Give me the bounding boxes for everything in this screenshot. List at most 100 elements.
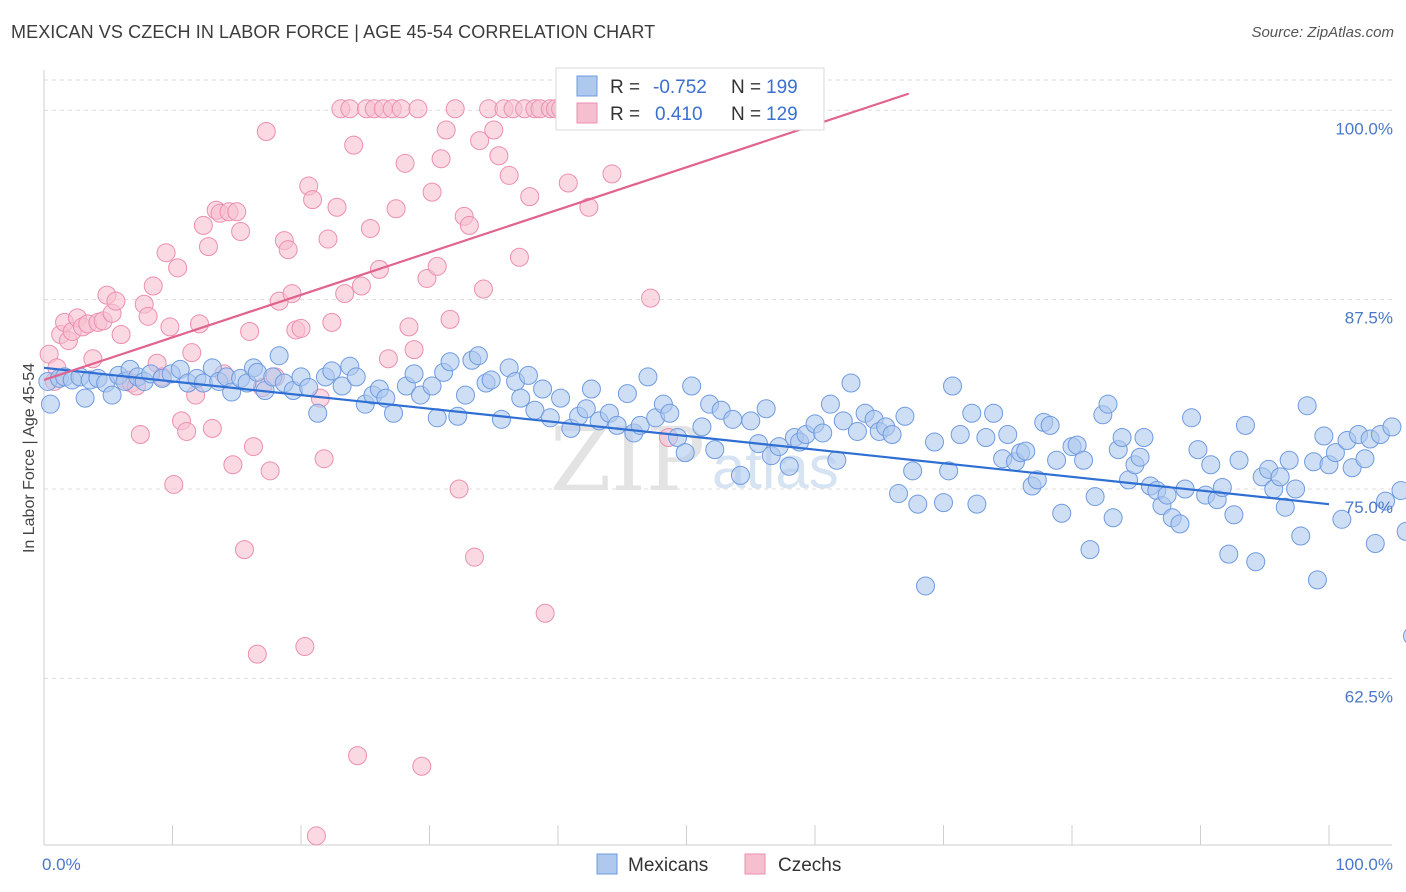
czechs-point [404, 340, 424, 360]
mexicans-point [939, 461, 959, 481]
mexicans-point [1047, 450, 1067, 470]
czechs-point [306, 826, 326, 846]
mexicans-point [1342, 458, 1362, 478]
y-tick-label: 75.0% [1345, 498, 1393, 517]
czechs-point [143, 276, 163, 296]
mexicans-point [833, 411, 853, 431]
mexicans-point [1219, 544, 1239, 564]
czechs-point [399, 317, 419, 337]
x-tick-label-min: 0.0% [42, 855, 81, 874]
mexicans-point [1286, 479, 1306, 499]
czechs-point [138, 306, 158, 326]
mexicans-point [1391, 481, 1406, 501]
mexicans-point [705, 440, 725, 460]
czechs-point [535, 603, 555, 623]
mexicans-point [1074, 450, 1094, 470]
mexicans-point [692, 417, 712, 437]
czechs-point [198, 237, 218, 257]
czechs-point [240, 321, 260, 341]
mexicans-point [682, 376, 702, 396]
mexicans-point [518, 365, 538, 385]
mexicans-point [455, 385, 475, 405]
czechs-point [182, 343, 202, 363]
mexicans-point [1275, 497, 1295, 517]
trend-lines [43, 92, 1330, 506]
legend-swatch-czechs [576, 102, 598, 124]
czechs-point [231, 221, 251, 241]
czechs-point [473, 279, 493, 299]
mexicans-point [967, 494, 987, 514]
series-legend-label-czechs: Czechs [778, 855, 841, 876]
stats-legend: R = -0.752 N = 199 R = 0.410 N = 129 [555, 67, 825, 131]
czechs-point [260, 461, 280, 481]
czechs-point [348, 746, 368, 766]
czechs-point [440, 309, 460, 329]
czechs-point [247, 644, 267, 664]
czechs-point [314, 449, 334, 469]
mexicans-point [1130, 447, 1150, 467]
mexicans-point [841, 373, 861, 393]
mexicans-point [533, 379, 553, 399]
mexicans-point [1355, 449, 1375, 469]
mexicans-point [998, 424, 1018, 444]
legend-swatch-mexicans [576, 75, 598, 97]
mexicans-point [468, 346, 488, 366]
czechs-point [227, 202, 247, 222]
mexicans-point [934, 493, 953, 513]
czechs-point [412, 756, 432, 776]
mexicans-point [75, 388, 95, 408]
czechs-point [177, 421, 197, 441]
series-legend-label-mexicans: Mexicans [628, 855, 708, 876]
czechs-point [408, 99, 428, 119]
mexicans-point [723, 409, 743, 429]
mexicans-point [511, 388, 531, 408]
mexicans-point [1103, 508, 1123, 528]
mexicans-trend-line [43, 366, 1330, 506]
mexicans-point [576, 399, 596, 419]
czechs-point [303, 190, 323, 210]
czechs-point [295, 637, 315, 657]
legend-n-value-mexicans: 199 [766, 77, 798, 98]
czechs-point [318, 229, 338, 249]
czechs-point [509, 247, 529, 267]
mexicans-point [491, 409, 511, 429]
mexicans-point [976, 428, 996, 448]
mexicans-point [481, 370, 501, 390]
czechs-point [160, 317, 180, 337]
mexicans-point [730, 465, 750, 485]
mexicans-point [581, 379, 601, 399]
czechs-point [243, 437, 263, 457]
czechs-point [189, 314, 209, 334]
x-tick-label-max: 100.0% [1335, 855, 1393, 874]
mexicans-point [427, 408, 447, 428]
mexicans-point [1016, 441, 1036, 461]
czechs-point [395, 153, 415, 173]
mexicans-point [1040, 415, 1060, 435]
x-ticks [43, 825, 1330, 845]
czechs-point [340, 99, 360, 119]
mexicans-point [40, 394, 60, 414]
mexicans-point [1325, 443, 1345, 463]
mexicans-point [962, 403, 982, 423]
mexicans-point [1134, 428, 1154, 448]
czechs-point [445, 99, 465, 119]
czechs-point [449, 479, 469, 499]
mexicans-point [820, 394, 840, 414]
czechs-point [130, 424, 150, 444]
mexicans-point [102, 385, 122, 405]
czechs-point [282, 284, 302, 304]
mexicans-point [1188, 440, 1208, 460]
legend-n-label-czechs: N = [731, 104, 761, 125]
czechs-point [417, 268, 437, 288]
czechs-point [156, 243, 176, 263]
legend-r-value-czechs: 0.410 [655, 104, 703, 125]
czechs-point [111, 324, 131, 344]
czechs-point [386, 199, 406, 219]
czechs-point [202, 418, 222, 438]
mexicans-point [779, 456, 799, 476]
czechs-point [499, 165, 519, 185]
legend-r-label-czechs: R = [610, 104, 640, 125]
mexicans-point [422, 376, 442, 396]
mexicans-point [1080, 540, 1100, 560]
